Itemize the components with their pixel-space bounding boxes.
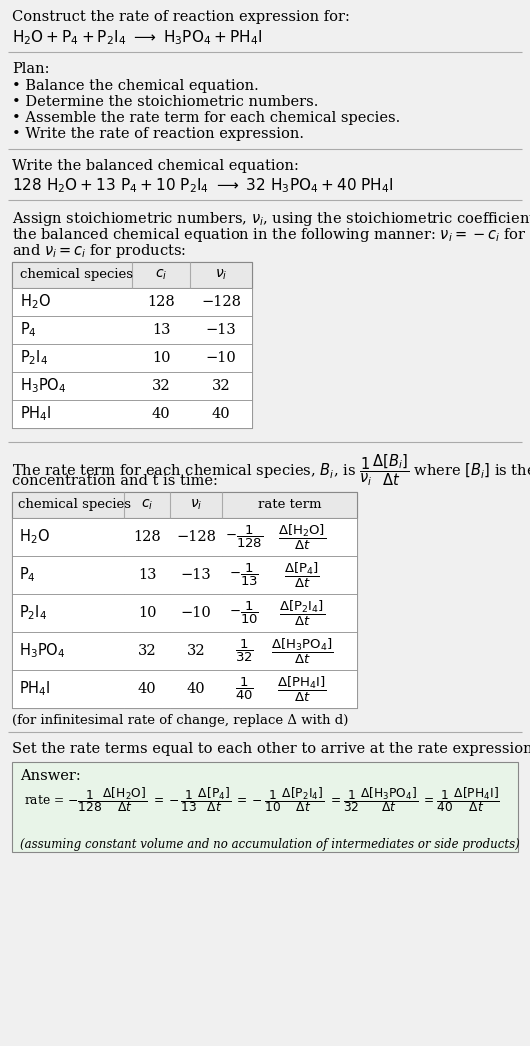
Bar [12,288,252,316]
Text: $\dfrac{1}{40}$: $\dfrac{1}{40}$ [235,676,253,702]
Text: $\mathrm{H_2O + P_4 + P_2I_4 \ \longrightarrow \ H_3PO_4 + PH_4I}$: $\mathrm{H_2O + P_4 + P_2I_4 \ \longrigh… [12,28,262,47]
Text: rate term: rate term [258,499,321,511]
Text: $\mathrm{P_4}$: $\mathrm{P_4}$ [20,321,37,339]
Bar [12,594,357,632]
Text: 10: 10 [138,606,156,620]
Bar [12,761,518,852]
Text: $-\dfrac{1}{128}$: $-\dfrac{1}{128}$ [225,524,263,550]
Bar [12,262,252,428]
Text: $c_i$: $c_i$ [155,268,167,282]
Text: $\dfrac{\Delta[\mathrm{H_2O}]}{\Delta t}$: $\dfrac{\Delta[\mathrm{H_2O}]}{\Delta t}… [278,522,326,551]
Text: Answer:: Answer: [20,769,81,783]
Text: 40: 40 [187,682,205,696]
Bar [12,632,357,670]
Text: • Determine the stoichiometric numbers.: • Determine the stoichiometric numbers. [12,95,319,109]
Text: −10: −10 [181,606,211,620]
Text: Construct the rate of reaction expression for:: Construct the rate of reaction expressio… [12,10,350,24]
Text: −13: −13 [181,568,211,582]
Text: $\mathrm{P_4}$: $\mathrm{P_4}$ [19,566,36,585]
Text: $\nu_i$: $\nu_i$ [215,268,227,282]
Text: −128: −128 [176,530,216,544]
Text: $-\dfrac{1}{10}$: $-\dfrac{1}{10}$ [229,600,259,627]
Text: concentration and t is time:: concentration and t is time: [12,474,218,488]
Text: The rate term for each chemical species, $B_i$, is $\dfrac{1}{\nu_i}\dfrac{\Delt: The rate term for each chemical species,… [12,452,530,487]
Text: −10: −10 [206,351,236,365]
Text: $\mathrm{128\ H_2O + 13\ P_4 + 10\ P_2I_4 \ \longrightarrow \ 32\ H_3PO_4 + 40\ : $\mathrm{128\ H_2O + 13\ P_4 + 10\ P_2I_… [12,176,394,195]
Bar [12,492,357,518]
Text: 10: 10 [152,351,170,365]
Text: $c_i$: $c_i$ [141,498,153,513]
Text: $\mathrm{H_3PO_4}$: $\mathrm{H_3PO_4}$ [19,641,66,660]
Bar [12,344,252,372]
Text: $\mathrm{PH_4I}$: $\mathrm{PH_4I}$ [19,680,51,699]
Text: Assign stoichiometric numbers, $\nu_i$, using the stoichiometric coefficients, $: Assign stoichiometric numbers, $\nu_i$, … [12,210,530,228]
Bar [12,670,357,708]
Text: −13: −13 [206,323,236,337]
Text: 32: 32 [211,379,231,393]
Text: $\dfrac{1}{32}$: $\dfrac{1}{32}$ [235,638,253,664]
Text: $\dfrac{\Delta[\mathrm{P_4}]}{\Delta t}$: $\dfrac{\Delta[\mathrm{P_4}]}{\Delta t}$ [284,561,320,590]
Text: (for infinitesimal rate of change, replace Δ with d): (for infinitesimal rate of change, repla… [12,714,348,727]
Text: $\mathrm{H_2O}$: $\mathrm{H_2O}$ [19,527,50,546]
Text: • Balance the chemical equation.: • Balance the chemical equation. [12,79,259,93]
Bar [12,492,357,708]
Text: (assuming constant volume and no accumulation of intermediates or side products): (assuming constant volume and no accumul… [20,838,520,851]
Text: rate = $-\dfrac{1}{128}\dfrac{\Delta[\mathrm{H_2O}]}{\Delta t}$ $= -\dfrac{1}{13: rate = $-\dfrac{1}{128}\dfrac{\Delta[\ma… [24,784,500,814]
Text: $\dfrac{\Delta[\mathrm{H_3PO_4}]}{\Delta t}$: $\dfrac{\Delta[\mathrm{H_3PO_4}]}{\Delta… [271,636,333,665]
Text: $\mathrm{H_3PO_4}$: $\mathrm{H_3PO_4}$ [20,377,66,395]
Text: Write the balanced chemical equation:: Write the balanced chemical equation: [12,159,299,173]
Text: 40: 40 [211,407,231,420]
Text: 128: 128 [147,295,175,309]
Text: $\mathrm{H_2O}$: $\mathrm{H_2O}$ [20,293,51,312]
Text: chemical species: chemical species [18,498,131,511]
Text: $\dfrac{\Delta[\mathrm{P_2I_4}]}{\Delta t}$: $\dfrac{\Delta[\mathrm{P_2I_4}]}{\Delta … [279,598,325,628]
Text: 32: 32 [138,644,156,658]
Text: 32: 32 [152,379,170,393]
Text: chemical species: chemical species [20,268,133,281]
Bar [12,262,252,288]
Text: Plan:: Plan: [12,62,49,76]
Text: $\mathrm{P_2I_4}$: $\mathrm{P_2I_4}$ [19,604,47,622]
Bar [12,556,357,594]
Bar [12,518,357,556]
Text: $\mathrm{P_2I_4}$: $\mathrm{P_2I_4}$ [20,348,48,367]
Text: −128: −128 [201,295,241,309]
Text: 40: 40 [138,682,156,696]
Text: $\mathrm{PH_4I}$: $\mathrm{PH_4I}$ [20,405,52,424]
Text: the balanced chemical equation in the following manner: $\nu_i = -c_i$ for react: the balanced chemical equation in the fo… [12,226,530,244]
Text: $\dfrac{\Delta[\mathrm{PH_4I}]}{\Delta t}$: $\dfrac{\Delta[\mathrm{PH_4I}]}{\Delta t… [277,675,327,704]
Bar [12,316,252,344]
Text: 40: 40 [152,407,170,420]
Text: $-\dfrac{1}{13}$: $-\dfrac{1}{13}$ [229,562,259,588]
Text: $\nu_i$: $\nu_i$ [190,498,202,513]
Text: 128: 128 [133,530,161,544]
Bar [12,400,252,428]
Text: • Write the rate of reaction expression.: • Write the rate of reaction expression. [12,127,304,141]
Text: 13: 13 [152,323,170,337]
Text: Set the rate terms equal to each other to arrive at the rate expression:: Set the rate terms equal to each other t… [12,742,530,756]
Text: 13: 13 [138,568,156,582]
Text: • Assemble the rate term for each chemical species.: • Assemble the rate term for each chemic… [12,111,400,126]
Text: and $\nu_i = c_i$ for products:: and $\nu_i = c_i$ for products: [12,242,187,260]
Bar [12,372,252,400]
Text: 32: 32 [187,644,205,658]
